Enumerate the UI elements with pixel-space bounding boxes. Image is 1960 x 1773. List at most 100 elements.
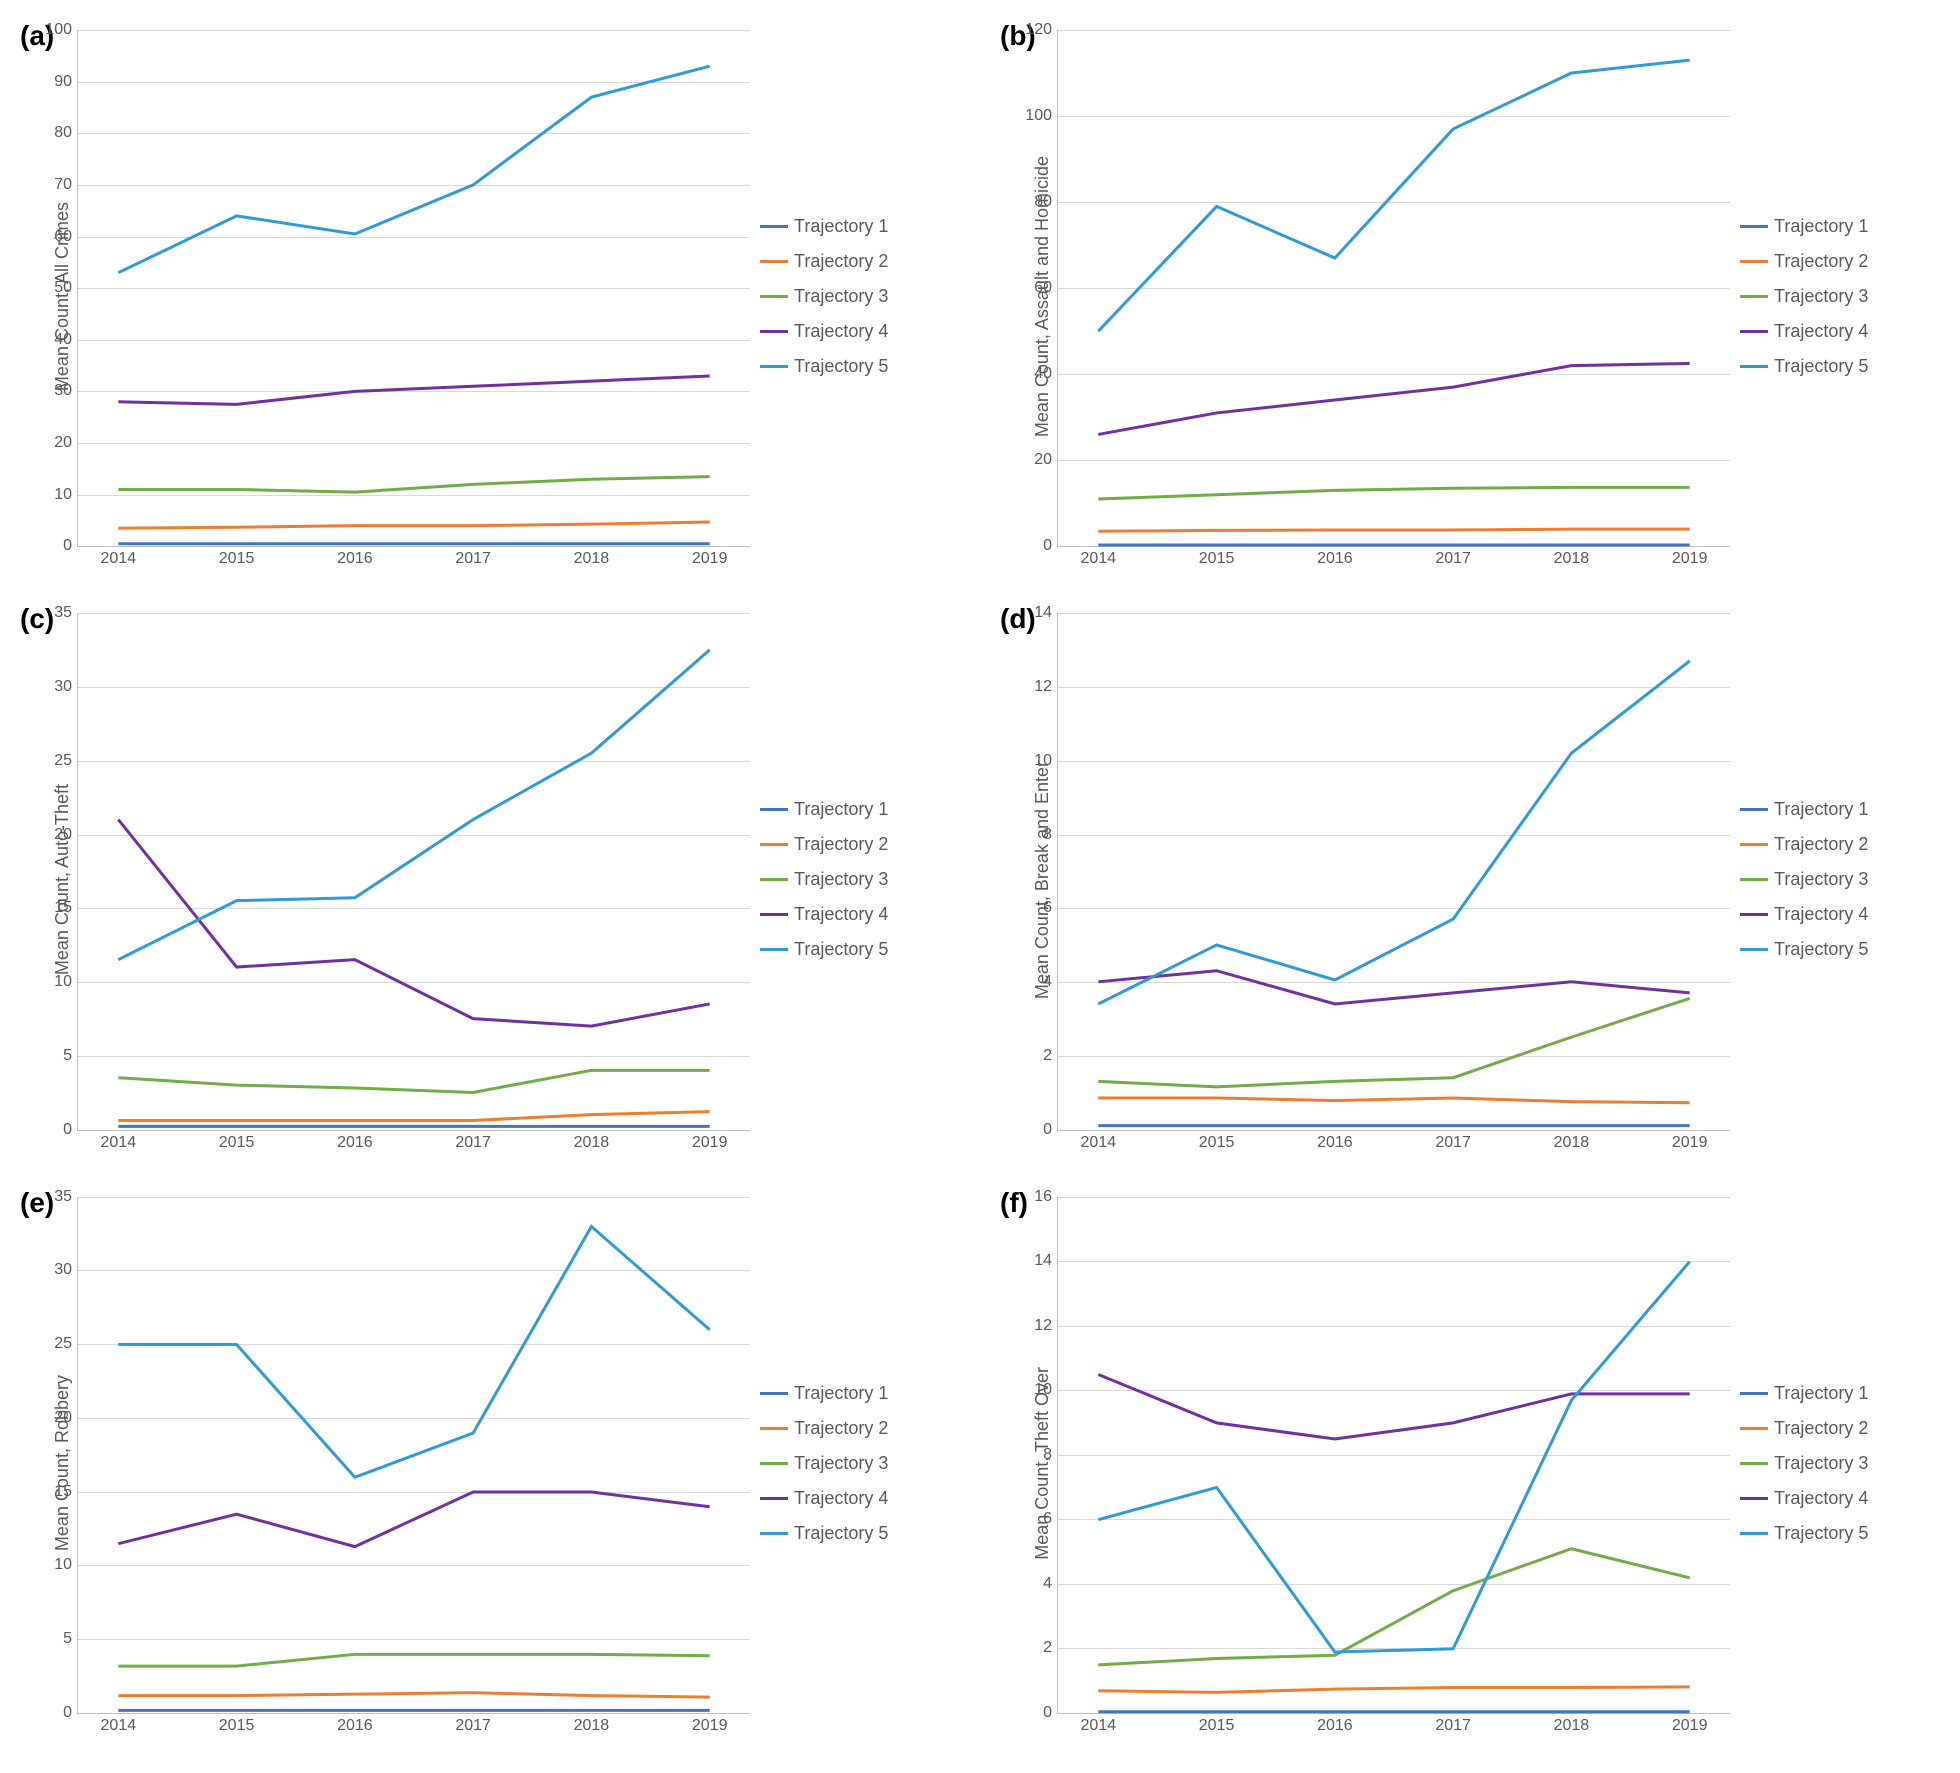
legend-swatch <box>760 365 788 368</box>
legend-item-t2: Trajectory 2 <box>760 251 940 272</box>
legend-label: Trajectory 2 <box>794 834 888 855</box>
legend-e: Trajectory 1Trajectory 2Trajectory 3Traj… <box>750 1187 940 1740</box>
legend-swatch <box>760 1427 788 1430</box>
x-tick-label: 2015 <box>219 546 255 568</box>
y-tick-label: 5 <box>63 1630 78 1648</box>
legend-item-t2: Trajectory 2 <box>1740 251 1920 272</box>
legend-label: Trajectory 5 <box>794 939 888 960</box>
legend-label: Trajectory 5 <box>1774 1523 1868 1544</box>
x-tick-label: 2017 <box>1435 1713 1471 1735</box>
y-tick-label: 10 <box>1034 1381 1058 1399</box>
y-tick-label: 10 <box>1034 752 1058 770</box>
legend-swatch <box>1740 295 1768 298</box>
x-tick-label: 2015 <box>219 1713 255 1735</box>
legend-swatch <box>1740 808 1768 811</box>
panel-d: (d) Mean Count, Break and Enter 02468101… <box>1000 603 1920 1156</box>
legend-swatch <box>760 948 788 951</box>
y-tick-label: 20 <box>1034 451 1058 469</box>
legend-item-t5: Trajectory 5 <box>1740 939 1920 960</box>
chart-lines <box>78 613 750 1129</box>
series-line-t4 <box>1098 971 1689 1004</box>
x-tick-label: 2015 <box>219 1130 255 1152</box>
legend-label: Trajectory 4 <box>1774 321 1868 342</box>
y-tick-label: 0 <box>63 537 78 555</box>
legend-label: Trajectory 1 <box>794 216 888 237</box>
y-tick-label: 10 <box>54 973 78 991</box>
series-line-t4 <box>118 1492 709 1547</box>
chart-lines <box>78 1197 750 1713</box>
legend-item-t1: Trajectory 1 <box>1740 216 1920 237</box>
legend-item-t5: Trajectory 5 <box>1740 1523 1920 1544</box>
y-tick-label: 60 <box>1034 279 1058 297</box>
legend-item-t3: Trajectory 3 <box>1740 869 1920 890</box>
y-tick-label: 40 <box>54 331 78 349</box>
legend-swatch <box>760 225 788 228</box>
x-tick-label: 2018 <box>574 1713 610 1735</box>
y-tick-label: 16 <box>1034 1188 1058 1206</box>
y-tick-label: 5 <box>63 1047 78 1065</box>
legend-item-t3: Trajectory 3 <box>760 1453 940 1474</box>
series-line-t3 <box>118 477 709 492</box>
series-line-t3 <box>1098 999 1689 1088</box>
legend-item-t4: Trajectory 4 <box>1740 321 1920 342</box>
series-line-t3 <box>118 1071 709 1093</box>
plot-area-b: 020406080100120201420152016201720182019 <box>1057 30 1730 547</box>
y-tick-label: 80 <box>1034 193 1058 211</box>
series-line-t4 <box>1098 1374 1689 1439</box>
legend-item-t5: Trajectory 5 <box>760 939 940 960</box>
legend-item-t5: Trajectory 5 <box>760 1523 940 1544</box>
legend-label: Trajectory 5 <box>794 1523 888 1544</box>
y-tick-label: 70 <box>54 176 78 194</box>
legend-item-t3: Trajectory 3 <box>1740 286 1920 307</box>
series-line-t2 <box>1098 1098 1689 1103</box>
y-tick-label: 14 <box>1034 1252 1058 1270</box>
y-tick-label: 100 <box>1025 107 1058 125</box>
legend-item-t4: Trajectory 4 <box>760 321 940 342</box>
legend-f: Trajectory 1Trajectory 2Trajectory 3Traj… <box>1730 1187 1920 1740</box>
series-line-t2 <box>1098 1687 1689 1692</box>
x-tick-label: 2015 <box>1199 546 1235 568</box>
legend-item-t4: Trajectory 4 <box>760 1488 940 1509</box>
x-tick-label: 2014 <box>101 546 137 568</box>
x-tick-label: 2017 <box>455 546 491 568</box>
series-line-t3 <box>118 1654 709 1666</box>
y-tick-label: 0 <box>63 1704 78 1722</box>
y-tick-label: 8 <box>1043 1446 1058 1464</box>
chart-lines <box>78 30 750 546</box>
y-axis-label-d: Mean Count, Break and Enter <box>1028 761 1057 999</box>
y-tick-label: 15 <box>54 899 78 917</box>
y-tick-label: 2 <box>1043 1047 1058 1065</box>
y-tick-label: 20 <box>54 434 78 452</box>
x-tick-label: 2016 <box>1317 1130 1353 1152</box>
y-tick-label: 8 <box>1043 826 1058 844</box>
legend-swatch <box>1740 1427 1768 1430</box>
y-tick-label: 6 <box>1043 1510 1058 1528</box>
legend-swatch <box>1740 1392 1768 1395</box>
y-tick-label: 50 <box>54 279 78 297</box>
y-tick-label: 30 <box>54 382 78 400</box>
x-tick-label: 2014 <box>101 1130 137 1152</box>
y-tick-label: 0 <box>1043 537 1058 555</box>
series-line-t5 <box>1098 60 1689 331</box>
legend-swatch <box>760 913 788 916</box>
series-line-t2 <box>118 522 709 528</box>
x-tick-label: 2018 <box>574 546 610 568</box>
y-tick-label: 15 <box>54 1483 78 1501</box>
series-line-t2 <box>118 1112 709 1121</box>
x-tick-label: 2016 <box>337 546 373 568</box>
y-tick-label: 120 <box>1025 21 1058 39</box>
y-tick-label: 30 <box>54 678 78 696</box>
legend-label: Trajectory 1 <box>794 1383 888 1404</box>
x-tick-label: 2019 <box>692 1713 728 1735</box>
legend-item-t2: Trajectory 2 <box>1740 834 1920 855</box>
legend-item-t2: Trajectory 2 <box>760 834 940 855</box>
x-tick-label: 2019 <box>692 1130 728 1152</box>
x-tick-label: 2015 <box>1199 1713 1235 1735</box>
y-tick-label: 12 <box>1034 678 1058 696</box>
legend-label: Trajectory 2 <box>1774 834 1868 855</box>
legend-swatch <box>760 808 788 811</box>
legend-label: Trajectory 3 <box>1774 1453 1868 1474</box>
series-line-t5 <box>1098 661 1689 1004</box>
legend-swatch <box>760 1462 788 1465</box>
y-tick-label: 2 <box>1043 1639 1058 1657</box>
